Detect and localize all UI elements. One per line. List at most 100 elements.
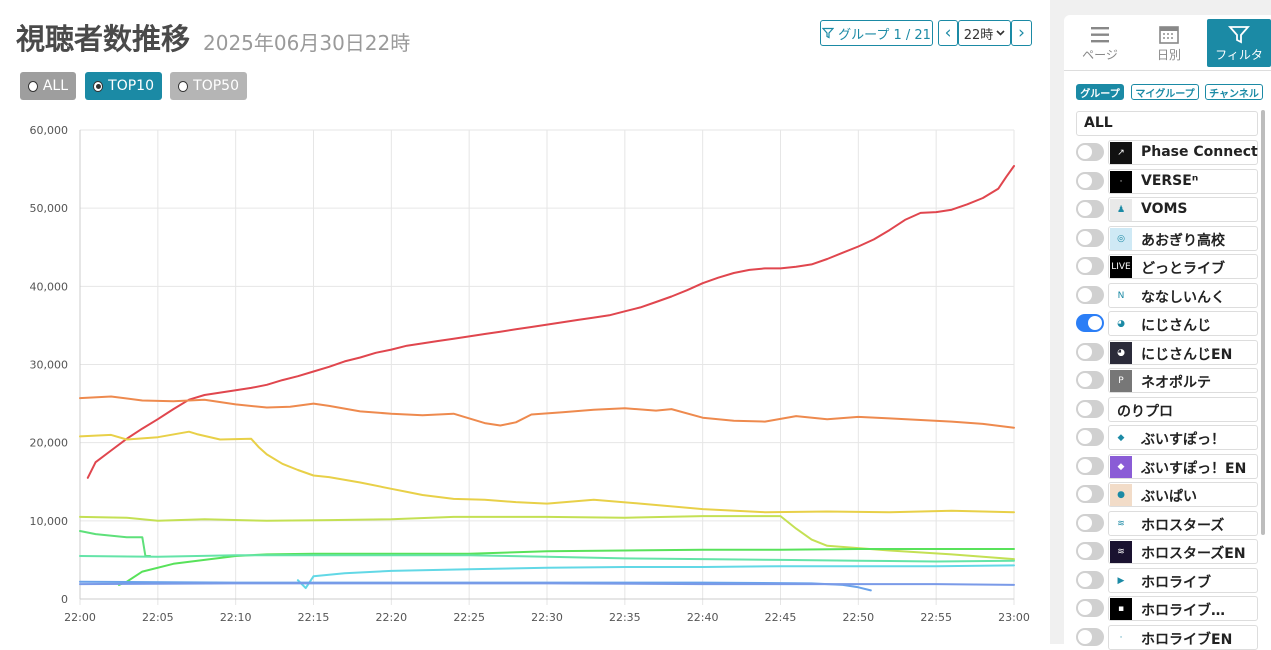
prev-hour-button[interactable]: ‹ — [938, 20, 958, 46]
group-item[interactable]: · ホロライブEN — [1076, 624, 1258, 650]
x-tick-label: 22:15 — [298, 611, 330, 624]
group-item-box[interactable]: · VERSEⁿ — [1108, 168, 1258, 194]
series-line — [86, 165, 1015, 479]
sidebar-divider — [1064, 70, 1271, 71]
range-top50-button[interactable]: TOP50 — [170, 72, 247, 100]
toggle-switch[interactable] — [1076, 257, 1104, 275]
toggle-switch[interactable] — [1076, 342, 1104, 361]
group-item-box[interactable]: ▶ ホロライブ — [1108, 567, 1258, 593]
group-item-label: ホロライブ — [1141, 574, 1211, 591]
toggle-switch[interactable] — [1076, 143, 1104, 161]
toggle-knob — [1078, 373, 1092, 387]
group-item[interactable]: ↗ Phase Connect — [1076, 140, 1258, 165]
toggle-switch[interactable] — [1076, 542, 1104, 560]
toggle-switch[interactable] — [1076, 200, 1104, 218]
group-item[interactable]: ◕ にじさんじ — [1076, 311, 1258, 336]
group-logo-icon: ◕ — [1110, 313, 1132, 335]
group-item[interactable]: N ななしいんく — [1076, 282, 1258, 308]
toggle-knob — [1078, 487, 1092, 501]
group-item-box[interactable]: ≋ ホロスターズ — [1108, 510, 1258, 536]
group-item[interactable]: ◎ あおぎり高校 — [1076, 225, 1258, 251]
toggle-switch[interactable] — [1076, 456, 1104, 475]
group-item-box[interactable]: ↗ Phase Connect — [1108, 140, 1258, 165]
toggle-switch[interactable] — [1076, 513, 1104, 532]
tab-daily[interactable]: 日別 — [1137, 19, 1201, 67]
group-item[interactable]: ▪ ホロライブ… — [1076, 596, 1258, 621]
toggle-switch[interactable] — [1076, 627, 1104, 646]
group-item-box[interactable]: のりプロ — [1108, 396, 1258, 422]
toggle-switch[interactable] — [1076, 399, 1104, 418]
group-item[interactable]: のりプロ — [1076, 396, 1258, 422]
toggle-switch[interactable] — [1076, 570, 1104, 589]
chevron-left-icon: ‹ — [944, 22, 952, 43]
toggle-switch[interactable] — [1076, 228, 1104, 247]
group-item[interactable]: ≋ ホロスターズEN — [1076, 539, 1258, 564]
toggle-knob — [1078, 344, 1092, 359]
group-item-label: あおぎり高校 — [1141, 232, 1225, 249]
x-tick-label: 22:35 — [609, 611, 641, 624]
group-item-box[interactable]: ◎ あおぎり高校 — [1108, 225, 1258, 251]
group-item-box[interactable]: ◆ ぶいすぽっ！ — [1108, 425, 1258, 450]
toggle-knob — [1078, 572, 1092, 587]
tab-page-label: ページ — [1082, 48, 1118, 62]
toggle-knob — [1078, 430, 1092, 444]
group-item[interactable]: LIVE どっとライブ — [1076, 254, 1258, 279]
group-item[interactable]: ● ぶいぱい — [1076, 482, 1258, 507]
group-item-box[interactable]: LIVE どっとライブ — [1108, 254, 1258, 279]
toggle-knob — [1078, 601, 1092, 615]
chip-group[interactable]: グループ — [1076, 84, 1124, 100]
group-logo-icon: ◎ — [1110, 227, 1132, 250]
toggle-knob — [1078, 287, 1092, 302]
series-line — [79, 530, 152, 557]
toggle-switch[interactable] — [1076, 285, 1104, 304]
group-item-box[interactable]: ◕ にじさんじEN — [1108, 339, 1258, 365]
group-item-label: ホロライブ… — [1141, 603, 1225, 619]
range-all-button[interactable]: ALL — [20, 72, 76, 100]
group-filter-label: グループ 1 / 21 — [838, 27, 931, 43]
group-item-label: にじさんじEN — [1141, 346, 1233, 363]
series-line — [79, 515, 1015, 561]
toggle-switch[interactable] — [1076, 314, 1104, 332]
y-tick-label: 0 — [61, 593, 68, 606]
group-item-box[interactable]: ♟ VOMS — [1108, 197, 1258, 222]
group-logo-icon: ▶ — [1110, 569, 1132, 592]
toggle-switch[interactable] — [1076, 428, 1104, 446]
group-filter-button[interactable]: グループ 1 / 21 — [820, 20, 933, 46]
group-item[interactable]: · VERSEⁿ — [1076, 168, 1258, 194]
toggle-switch[interactable] — [1076, 171, 1104, 190]
chip-channel[interactable]: チャンネル — [1205, 84, 1263, 100]
group-item-box[interactable]: ≋ ホロスターズEN — [1108, 539, 1258, 564]
scrollbar[interactable] — [1261, 110, 1265, 535]
group-item-box[interactable]: ◕ にじさんじ — [1108, 311, 1258, 336]
group-item[interactable]: P ネオポルテ — [1076, 368, 1258, 393]
group-item[interactable]: ◆ ぶいすぽっ！ — [1076, 425, 1258, 450]
chip-my-group[interactable]: マイグループ — [1131, 84, 1199, 100]
group-item[interactable]: ≋ ホロスターズ — [1076, 510, 1258, 536]
group-item-label: ホロスターズ — [1141, 517, 1225, 534]
group-item-box[interactable]: P ネオポルテ — [1108, 368, 1258, 393]
toggle-switch[interactable] — [1076, 599, 1104, 617]
tab-filter[interactable]: フィルタ — [1207, 19, 1271, 67]
group-all-item[interactable]: ALL — [1076, 111, 1258, 136]
group-logo-icon: ▪ — [1110, 598, 1132, 620]
next-hour-button[interactable]: › — [1011, 20, 1032, 46]
radio-icon — [178, 80, 189, 92]
group-item-box[interactable]: ● ぶいぱい — [1108, 482, 1258, 507]
hour-select[interactable]: 22時 — [958, 20, 1011, 46]
tab-page[interactable]: ページ — [1068, 19, 1132, 67]
y-tick-label: 60,000 — [30, 124, 69, 137]
group-item[interactable]: ◆ ぶいすぽっ！EN — [1076, 453, 1258, 479]
group-item-box[interactable]: · ホロライブEN — [1108, 624, 1258, 650]
toggle-switch[interactable] — [1076, 485, 1104, 503]
range-top10-button[interactable]: TOP10 — [85, 72, 162, 100]
group-item-box[interactable]: ▪ ホロライブ… — [1108, 596, 1258, 621]
group-item[interactable]: ▶ ホロライブ — [1076, 567, 1258, 593]
group-item-box[interactable]: ◆ ぶいすぽっ！EN — [1108, 453, 1258, 479]
x-tick-label: 22:50 — [842, 611, 874, 624]
group-item[interactable]: ♟ VOMS — [1076, 197, 1258, 222]
toggle-switch[interactable] — [1076, 371, 1104, 389]
series-line — [79, 430, 1015, 514]
group-item-box[interactable]: N ななしいんく — [1108, 282, 1258, 308]
group-item[interactable]: ◕ にじさんじEN — [1076, 339, 1258, 365]
tab-filter-label: フィルタ — [1215, 48, 1263, 62]
